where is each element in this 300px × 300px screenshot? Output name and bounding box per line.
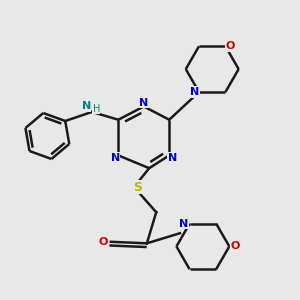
Text: O: O bbox=[225, 41, 235, 51]
Text: S: S bbox=[133, 181, 142, 194]
Text: N: N bbox=[139, 98, 148, 108]
Text: H: H bbox=[92, 104, 100, 114]
Text: N: N bbox=[179, 218, 189, 229]
Text: O: O bbox=[98, 237, 107, 247]
Text: N: N bbox=[168, 152, 177, 163]
Text: O: O bbox=[230, 242, 240, 251]
Text: N: N bbox=[82, 101, 91, 111]
Text: N: N bbox=[111, 152, 120, 163]
Text: N: N bbox=[190, 87, 199, 97]
